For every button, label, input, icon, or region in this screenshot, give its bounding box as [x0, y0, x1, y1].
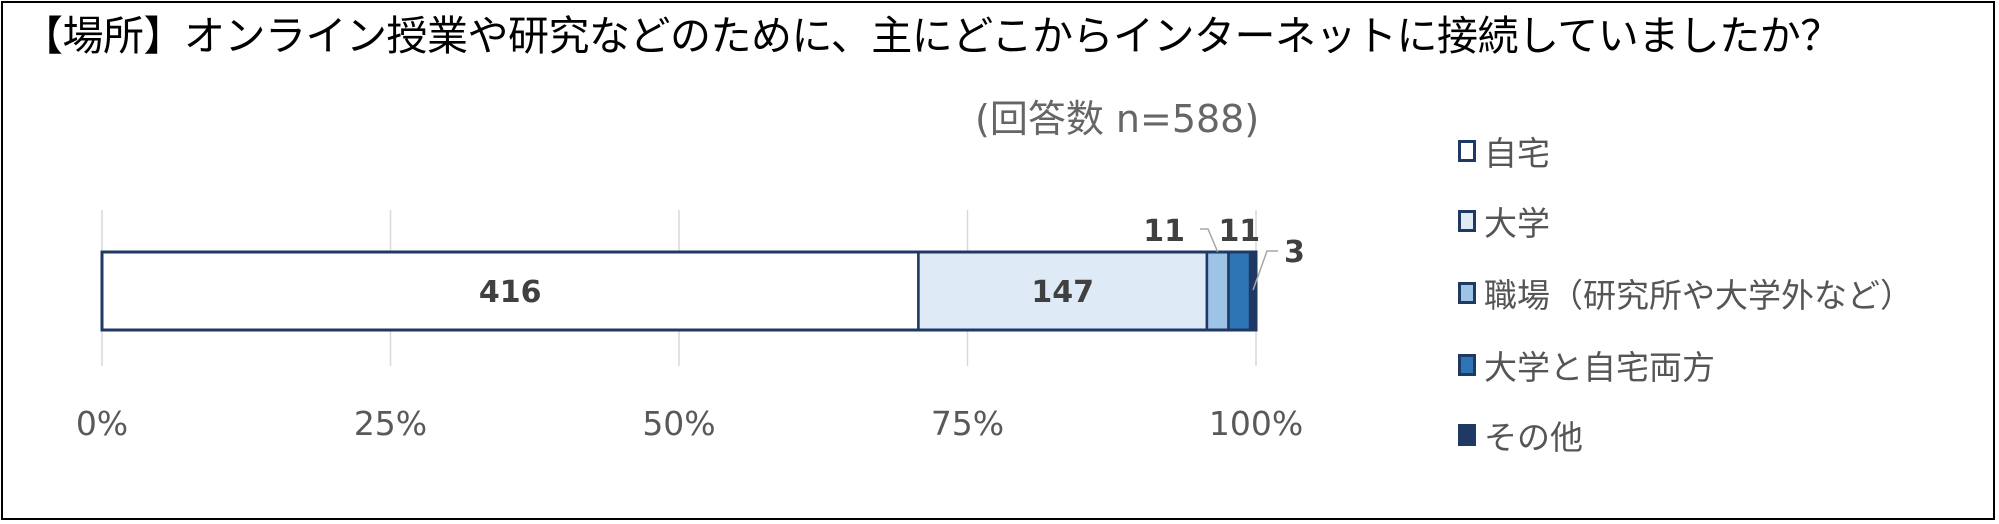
legend-label: 自宅 — [1484, 134, 1550, 173]
bar-segment — [1205, 250, 1230, 332]
legend-swatch — [1458, 354, 1476, 376]
legend-item: 自宅 — [1458, 127, 1550, 175]
x-tick-label: 75% — [931, 404, 1004, 443]
legend-swatch — [1458, 140, 1476, 162]
data-label: 147 — [1031, 275, 1094, 310]
legend-label: 大学と自宅両方 — [1484, 348, 1715, 387]
legend-item: 大学と自宅両方 — [1458, 341, 1715, 389]
legend-label: その他 — [1484, 418, 1583, 457]
legend-item: 職場（研究所や大学外など） — [1458, 269, 1913, 317]
x-tick-label: 0% — [76, 404, 128, 443]
leader-line — [1252, 250, 1278, 291]
legend-label: 大学 — [1484, 204, 1550, 243]
legend-item: 大学 — [1458, 197, 1550, 245]
bar-outline — [100, 250, 1258, 332]
data-label: 11 — [1218, 214, 1260, 249]
legend-label: 職場（研究所や大学外など） — [1484, 276, 1913, 315]
legend-swatch — [1458, 282, 1476, 304]
leader-line — [1200, 228, 1219, 253]
chart-subtitle: (回答数 n=588) — [975, 97, 1260, 141]
legend-swatch — [1458, 210, 1476, 232]
legend-item: その他 — [1458, 411, 1583, 459]
x-tick-label: 25% — [354, 404, 427, 443]
x-tick-label: 50% — [642, 404, 715, 443]
data-label: 3 — [1284, 235, 1305, 270]
bar-segment — [1227, 250, 1252, 332]
chart-title: 【場所】オンライン授業や研究などのために、主にどこからインターネットに接続してい… — [22, 12, 1841, 60]
data-label: 11 — [1143, 214, 1185, 249]
data-label: 416 — [479, 275, 542, 310]
legend-swatch — [1458, 424, 1476, 446]
x-tick-label: 100% — [1209, 404, 1303, 443]
